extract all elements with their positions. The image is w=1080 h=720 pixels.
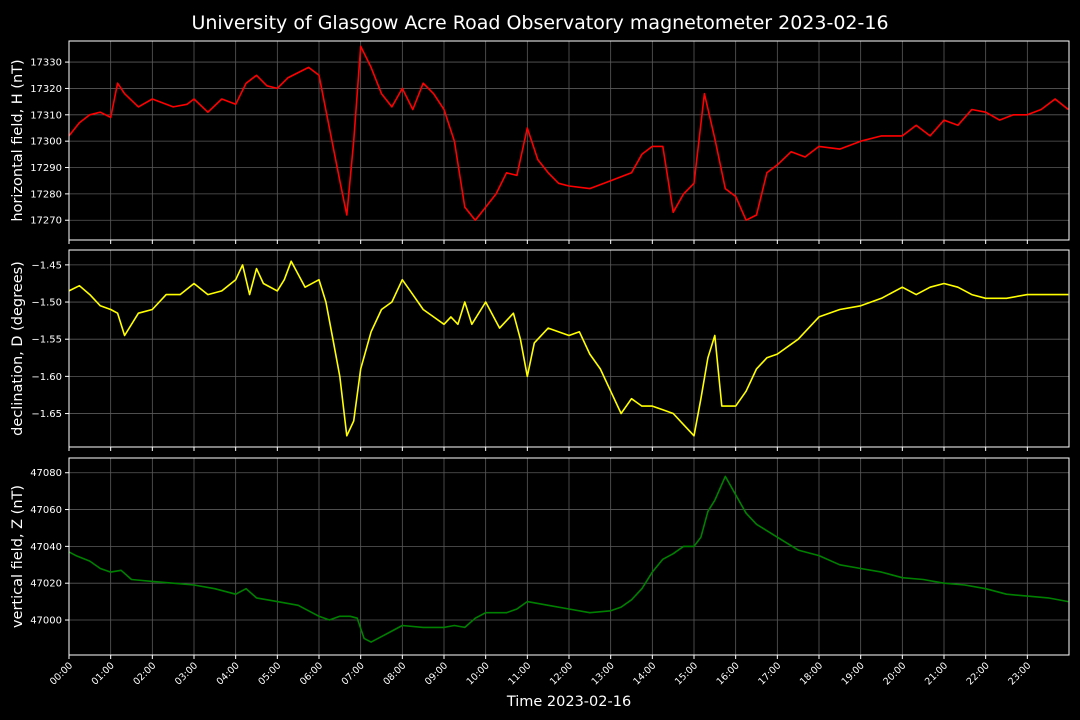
y-tick-label: 17310 [30, 110, 62, 121]
y-tick-label: −1.55 [31, 335, 62, 346]
y-tick-label: 17280 [30, 189, 62, 200]
y-tick-label: 17300 [30, 137, 62, 148]
chart-panels: 17270 17280 17290 17300 17310 17320 17330 horiz… [10, 40, 1070, 659]
panel-2: −1.45 −1.50 −1.55 −1.60 −1.65 declination, D … [10, 249, 1070, 451]
panel-3: 47000 47020 47040 47060 47080 vertical field,… [10, 457, 1070, 659]
series-line-3-0 [68, 475, 1069, 643]
y-tick-label: 47000 [30, 616, 62, 627]
y-tick-label: 47060 [30, 505, 62, 516]
y-tick-label: −1.65 [31, 409, 62, 420]
panel-frame [68, 40, 1070, 241]
y-tick-label: 47040 [30, 542, 62, 553]
panel-1: 17270 17280 17290 17300 17310 17320 17330 horiz… [10, 40, 1070, 244]
x-axis-label: Time 2023-02-16 [506, 694, 631, 710]
y-tick-label: −1.60 [31, 372, 62, 383]
series-line-2-0 [68, 260, 1069, 437]
y-axis-label: declination, D (degrees) [10, 261, 26, 436]
y-tick-label: 17270 [30, 216, 62, 227]
y-tick-label: 17330 [30, 58, 62, 69]
y-tick-label: 17320 [30, 84, 62, 95]
y-tick-label: 17290 [30, 163, 62, 174]
panel-frame [68, 457, 1070, 656]
panel-frame [68, 249, 1070, 448]
series-line-1-0 [68, 45, 1069, 221]
y-tick-label: 47080 [30, 468, 62, 479]
y-tick-label: −1.50 [31, 298, 62, 309]
y-tick-label: 47020 [30, 579, 62, 590]
y-axis-label: vertical field, Z (nT) [10, 485, 26, 628]
y-tick-label: −1.45 [31, 260, 62, 271]
y-axis-label: horizontal field, H (nT) [10, 59, 26, 221]
chart-title: University of Glasgow Acre Road Observat… [191, 12, 888, 34]
